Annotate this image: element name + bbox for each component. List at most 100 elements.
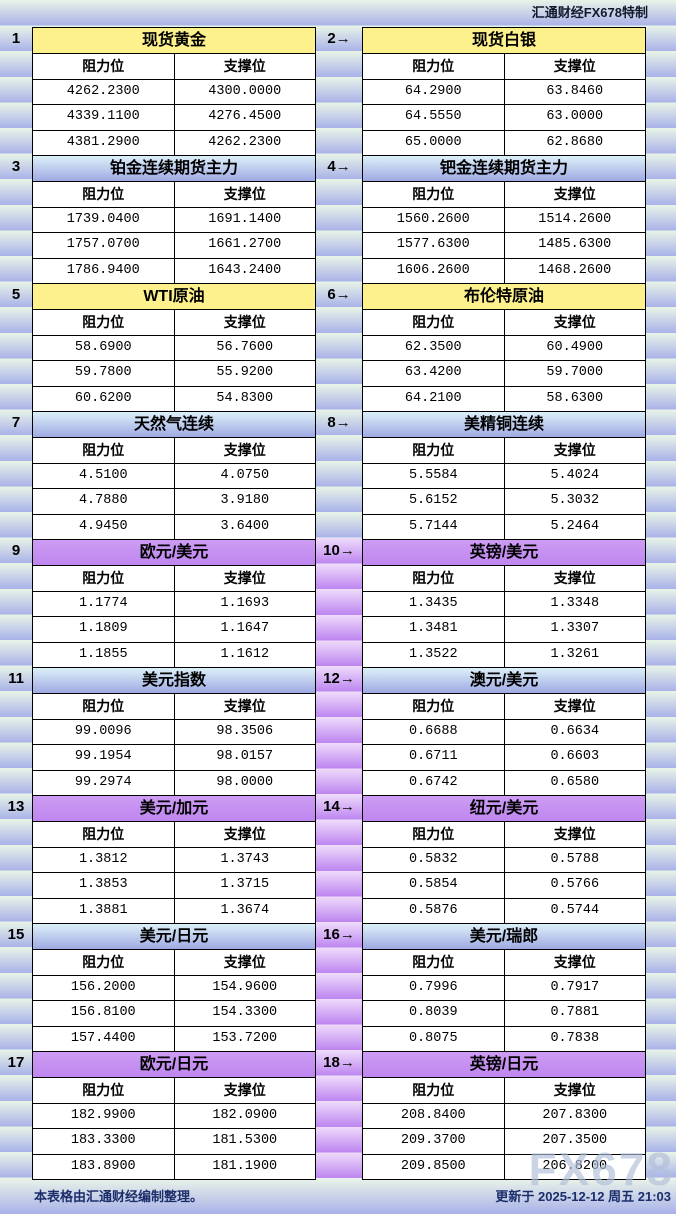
value-cell: 0.8075 bbox=[408, 1030, 458, 1046]
panel-header-row: 阻力位 支撑位 bbox=[33, 309, 316, 336]
section-row: 15 美元/日元 阻力位 支撑位 156.2000 154.9600 156.8… bbox=[0, 922, 676, 1053]
value-cell: 156.8100 bbox=[70, 1005, 136, 1021]
value-cell: 63.4200 bbox=[404, 365, 462, 381]
value-cell: 64.2900 bbox=[404, 83, 462, 99]
value-cell: 1.1647 bbox=[173, 617, 316, 642]
section-row: 3 铂金连续期货主力 阻力位 支撑位 1739.0400 1691.1400 1… bbox=[0, 154, 676, 285]
value-row: 0.8039 0.7881 bbox=[363, 1001, 645, 1027]
value-cell: 1485.6300 bbox=[503, 233, 646, 258]
support-header: 支撑位 bbox=[503, 181, 646, 207]
value-row: 63.4200 59.7000 bbox=[363, 361, 645, 387]
panel-header-row: 阻力位 支撑位 bbox=[33, 181, 315, 208]
panel-index-label: 16→ bbox=[323, 926, 355, 944]
value-cell: 206.8200 bbox=[503, 1154, 646, 1180]
value-row: 1786.9400 1643.2400 bbox=[33, 258, 315, 284]
panel-index-label: 4→ bbox=[327, 158, 351, 176]
panel-header-row: 阻力位 支撑位 bbox=[363, 949, 645, 976]
left-gutter: 17 bbox=[0, 1050, 32, 1076]
value-row: 156.8100 154.3300 bbox=[33, 1001, 315, 1027]
value-cell: 1.3348 bbox=[503, 591, 646, 617]
value-cell: 98.0157 bbox=[173, 745, 316, 770]
brand-label: 汇通财经FX678特制 bbox=[531, 5, 648, 20]
value-cell: 55.9200 bbox=[173, 361, 316, 386]
value-row: 1.1809 1.1647 bbox=[33, 617, 315, 643]
value-row: 1.3881 1.3674 bbox=[33, 898, 315, 924]
panel-header-row: 阻力位 支撑位 bbox=[363, 821, 645, 848]
panel-index-label: 9 bbox=[11, 542, 21, 560]
value-cell: 0.6711 bbox=[408, 749, 458, 765]
panel-header-row: 阻力位 支撑位 bbox=[33, 949, 315, 976]
value-row: 1606.2600 1468.2600 bbox=[363, 258, 645, 284]
panel-header-row: 阻力位 支撑位 bbox=[33, 693, 316, 720]
left-gutter: 13 bbox=[0, 794, 32, 820]
mid-gutter: 8→ bbox=[316, 410, 362, 436]
value-cell: 1786.9400 bbox=[66, 262, 140, 278]
value-row: 4.7880 3.9180 bbox=[33, 489, 315, 515]
value-row: 209.3700 207.3500 bbox=[363, 1129, 645, 1155]
value-cell: 98.0000 bbox=[173, 770, 316, 796]
quote-panel: 布伦特原油 阻力位 支撑位 62.3500 60.4900 63.4200 59… bbox=[362, 282, 646, 413]
value-cell: 1577.6300 bbox=[396, 237, 470, 253]
value-row: 1577.6300 1485.6300 bbox=[363, 233, 645, 259]
support-header: 支撑位 bbox=[503, 309, 646, 335]
value-cell: 1514.2600 bbox=[503, 207, 646, 233]
panel-title: 纽元/美元 bbox=[363, 795, 645, 822]
panel-header-row: 阻力位 支撑位 bbox=[33, 1077, 315, 1104]
right-gutter bbox=[646, 538, 676, 564]
value-cell: 209.3700 bbox=[400, 1133, 466, 1149]
value-row: 62.3500 60.4900 bbox=[363, 335, 645, 362]
value-cell: 1.3261 bbox=[503, 642, 646, 668]
support-header: 支撑位 bbox=[173, 693, 316, 719]
value-cell: 0.5854 bbox=[408, 877, 458, 893]
value-cell: 0.5744 bbox=[503, 898, 646, 924]
value-cell: 1739.0400 bbox=[66, 211, 140, 227]
panel-title: 欧元/美元 bbox=[33, 539, 315, 566]
support-header: 支撑位 bbox=[173, 53, 316, 79]
resistance-header: 阻力位 bbox=[412, 569, 455, 586]
panel-title: 铂金连续期货主力 bbox=[33, 155, 315, 182]
support-header: 支撑位 bbox=[503, 565, 646, 591]
value-row: 0.8075 0.7838 bbox=[363, 1026, 645, 1052]
quote-panel: 铂金连续期货主力 阻力位 支撑位 1739.0400 1691.1400 175… bbox=[32, 154, 316, 285]
value-row: 65.0000 62.8680 bbox=[363, 130, 645, 156]
panel-index-label: 8→ bbox=[327, 414, 351, 432]
resistance-header: 阻力位 bbox=[412, 313, 455, 330]
panel-title: 欧元/日元 bbox=[33, 1051, 315, 1078]
support-header: 支撑位 bbox=[173, 309, 316, 335]
resistance-header: 阻力位 bbox=[82, 185, 125, 202]
value-row: 4.9450 3.6400 bbox=[33, 514, 316, 540]
section-row: 11 美元指数 阻力位 支撑位 99.0096 98.3506 99.1954 … bbox=[0, 666, 676, 797]
resistance-header: 阻力位 bbox=[412, 825, 455, 842]
value-row: 4262.2300 4300.0000 bbox=[33, 79, 315, 106]
value-cell: 56.7600 bbox=[173, 335, 316, 361]
value-cell: 5.4024 bbox=[503, 463, 646, 489]
value-row: 0.7996 0.7917 bbox=[363, 975, 645, 1002]
panel-header-row: 阻力位 支撑位 bbox=[33, 565, 315, 592]
mid-gutter: 16→ bbox=[316, 922, 362, 948]
support-header: 支撑位 bbox=[503, 437, 646, 463]
panel-header-row: 阻力位 支撑位 bbox=[363, 309, 646, 336]
panel-index-label: 17 bbox=[7, 1054, 25, 1072]
resistance-header: 阻力位 bbox=[82, 313, 125, 330]
value-cell: 0.7996 bbox=[408, 979, 458, 995]
right-gutter bbox=[646, 666, 676, 692]
footer-note: 本表格由汇通财经编制整理。 bbox=[34, 1189, 204, 1205]
value-row: 157.4400 153.7200 bbox=[33, 1026, 315, 1052]
value-cell: 5.5584 bbox=[408, 467, 458, 483]
quote-panel: 美元指数 阻力位 支撑位 99.0096 98.3506 99.1954 98.… bbox=[32, 666, 316, 797]
value-row: 1.1774 1.1693 bbox=[33, 591, 315, 618]
quote-panel: 英镑/美元 阻力位 支撑位 1.3435 1.3348 1.3481 1.330… bbox=[362, 538, 646, 669]
value-row: 99.2974 98.0000 bbox=[33, 770, 316, 796]
footer-bar: 本表格由汇通财经编制整理。 更新于 2025-12-12 周五 21:03 bbox=[0, 1177, 676, 1214]
value-cell: 0.6742 bbox=[408, 774, 458, 790]
value-row: 0.6711 0.6603 bbox=[363, 745, 645, 771]
value-row: 0.5854 0.5766 bbox=[363, 873, 645, 899]
value-cell: 1.3715 bbox=[173, 873, 316, 898]
value-row: 1.3812 1.3743 bbox=[33, 847, 315, 874]
panel-header-row: 阻力位 支撑位 bbox=[33, 821, 315, 848]
panel-index-label: 14→ bbox=[323, 798, 355, 816]
value-cell: 3.6400 bbox=[173, 514, 316, 540]
value-cell: 64.2100 bbox=[404, 390, 462, 406]
resistance-header: 阻力位 bbox=[82, 697, 125, 714]
quote-panel: 美元/日元 阻力位 支撑位 156.2000 154.9600 156.8100… bbox=[32, 922, 316, 1053]
